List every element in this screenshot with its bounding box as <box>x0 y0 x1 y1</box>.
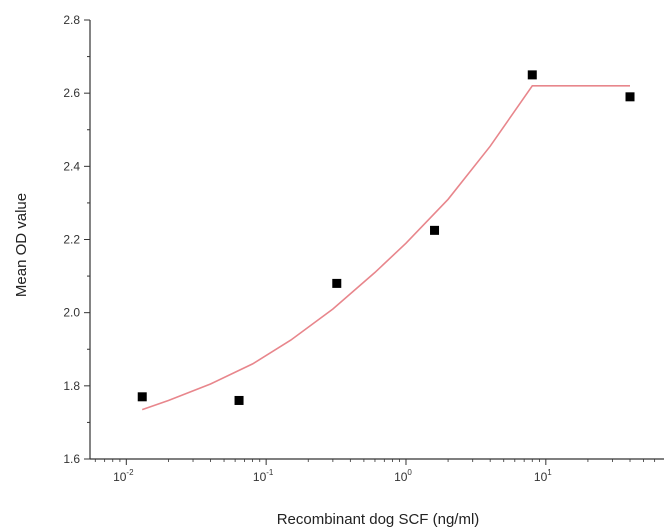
data-point <box>430 225 440 235</box>
x-axis-ticks: 10-2 10-1 100 101 <box>94 459 656 484</box>
data-point <box>332 278 342 288</box>
data-point <box>527 70 537 80</box>
x-tick-label-exponent: 0 <box>407 468 412 477</box>
x-tick-label: 10-1 <box>253 468 274 484</box>
x-tick-label: 100 <box>394 468 412 484</box>
x-tick-label: 10-2 <box>113 468 134 484</box>
y-axis-title: Mean OD value <box>13 193 30 297</box>
x-tick-label: 101 <box>534 468 552 484</box>
y-axis-ticks: 1.6 1.8 2.0 2.2 2.4 2.6 2.8 <box>63 13 90 466</box>
x-tick-label-base: 10 <box>253 470 267 484</box>
y-tick-label: 2.8 <box>63 13 80 27</box>
y-tick-label: 2.4 <box>63 159 80 173</box>
x-tick-label-base: 10 <box>534 470 548 484</box>
data-point <box>234 395 244 405</box>
y-tick-label: 2.0 <box>63 306 80 320</box>
fit-curve-group <box>141 85 630 411</box>
y-tick-label: 1.8 <box>63 379 80 393</box>
x-tick-label-exponent: -1 <box>266 468 274 477</box>
data-point <box>625 92 635 102</box>
data-point <box>137 392 147 402</box>
y-tick-label: 2.6 <box>63 86 80 100</box>
x-tick-label-base: 10 <box>113 470 127 484</box>
x-tick-label-exponent: -2 <box>126 468 134 477</box>
y-tick-label: 2.2 <box>63 233 80 247</box>
x-axis-title: Recombinant dog SCF (ng/ml) <box>277 511 480 528</box>
x-tick-label-base: 10 <box>394 470 408 484</box>
data-points <box>137 70 635 405</box>
fit-curve <box>141 85 630 411</box>
y-tick-label: 1.6 <box>63 452 80 466</box>
x-tick-label-exponent: 1 <box>547 468 552 477</box>
